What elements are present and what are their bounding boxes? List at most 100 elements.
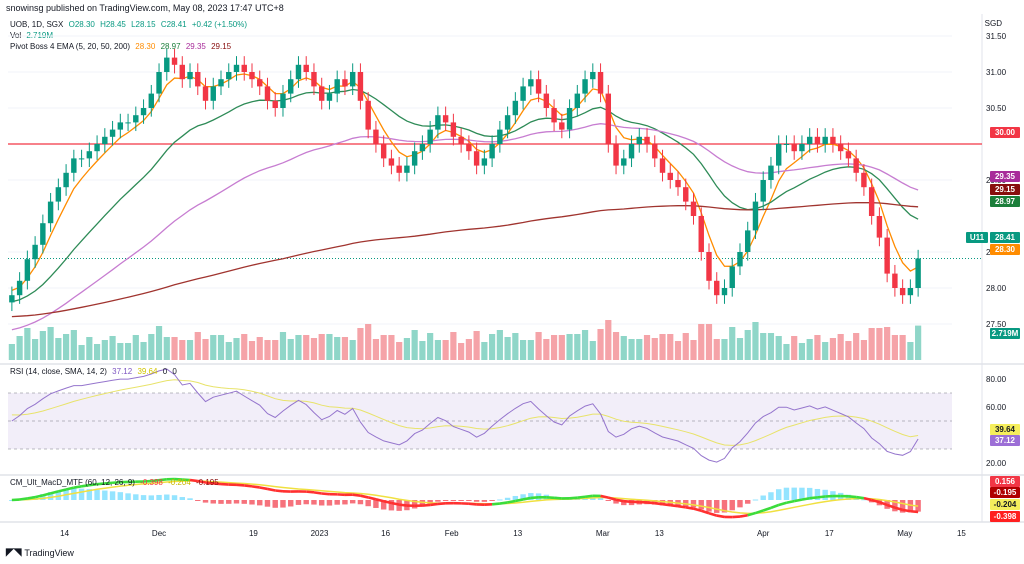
macd-line-segment (391, 501, 400, 506)
macd-histogram-bar (210, 500, 216, 504)
candle-body (868, 187, 875, 216)
symbol-legend[interactable]: UOB, 1D, SGX O28.30 H28.45 L28.15 C28.41… (10, 20, 250, 29)
macd-histogram-bar (78, 488, 85, 500)
macd-label[interactable]: CM_Ult_MacD_MTF (60, 12, 26, 9) (10, 478, 135, 487)
macd-tag: -0.195 (990, 487, 1020, 498)
macd-line-segment (809, 496, 818, 500)
tradingview-brand[interactable]: ◤◥ TradingView (6, 547, 74, 558)
volume-bar (295, 335, 302, 360)
volume-bar (194, 332, 201, 360)
rsi-tick-label: 80.00 (986, 375, 1007, 384)
macd-line-segment (530, 495, 539, 500)
macd-histogram-bar (659, 500, 666, 506)
macd-line-segment (786, 499, 795, 504)
macd-line-segment (81, 483, 90, 488)
candle-body (659, 158, 666, 173)
rsi-band (8, 393, 952, 449)
macd-tag: 0.156 (990, 476, 1020, 487)
volume-bar (140, 342, 147, 360)
macd-line-segment (65, 486, 75, 491)
price-tag: 29.15 (990, 184, 1020, 195)
candle-body (94, 144, 100, 152)
tradingview-logo-icon: ◤◥ (6, 547, 22, 558)
candle-body (737, 252, 743, 267)
macd-line-segment (623, 499, 632, 504)
volume-bar (163, 337, 170, 360)
macd-line-segment (197, 479, 206, 484)
candle-body (574, 93, 581, 108)
macd-line-segment (732, 515, 741, 519)
price-tag: 29.35 (990, 171, 1020, 182)
rsi-extra-2: 0 (172, 367, 177, 376)
macd-line-segment (693, 507, 702, 513)
macd-line-segment (817, 495, 826, 499)
rsi-legend[interactable]: RSI (14, close, SMA, 14, 2) 37.12 39.64 … (10, 367, 180, 376)
volume-bar (473, 331, 480, 360)
time-tick-label: 13 (655, 529, 664, 538)
macd-histogram-bar (349, 500, 356, 504)
candle-body (559, 122, 565, 130)
volume-bar (171, 337, 178, 360)
macd-histogram-bar (156, 494, 162, 500)
candle-body (543, 93, 550, 108)
volume-bar (558, 335, 565, 360)
macd-histogram-bar (226, 500, 232, 504)
macd-histogram-bar (419, 500, 426, 507)
time-tick-label: 13 (513, 529, 522, 538)
macd-histogram-bar (481, 500, 488, 502)
macd-line-segment (739, 513, 748, 518)
macd-line-segment (313, 491, 322, 495)
volume-bar (93, 344, 101, 360)
volume-bar (465, 339, 472, 360)
candle-body (326, 93, 333, 101)
macd-line-segment (499, 501, 508, 505)
candle-body (729, 266, 735, 288)
volume-bar (396, 342, 403, 360)
rsi-value: 37.12 (112, 367, 133, 376)
price-tick-label: 31.50 (986, 32, 1007, 41)
macd-histogram-bar (148, 495, 155, 500)
macd-line-segment (213, 482, 222, 486)
candle-body (907, 288, 914, 296)
macd-line-segment (553, 496, 562, 500)
macd-histogram-bar (775, 489, 782, 500)
ema-legend[interactable]: Pivot Boss 4 EMA (5, 20, 50, 200) 28.30 … (10, 42, 234, 51)
volume-bar (636, 339, 643, 360)
candle-body (156, 72, 162, 94)
volume-bar (62, 334, 70, 360)
macd-histogram-bar (520, 494, 526, 500)
ema-label[interactable]: Pivot Boss 4 EMA (5, 20, 50, 200) (10, 42, 131, 51)
macd-legend[interactable]: CM_Ult_MacD_MTF (60, 12, 26, 9) -0.398 -… (10, 478, 222, 487)
symbol-name[interactable]: UOB, 1D, SGX (10, 20, 64, 29)
ohlc-open: O28.30 (68, 20, 95, 29)
macd-histogram-bar (94, 489, 100, 500)
volume-bar (891, 335, 898, 360)
macd-histogram-bar (489, 500, 495, 501)
candle-body (690, 201, 697, 216)
candle-body (628, 144, 635, 159)
candle-body (257, 79, 263, 87)
time-tick-label: 16 (381, 529, 390, 538)
candle-body (551, 108, 557, 123)
volume-bar (744, 330, 751, 360)
candle-body (226, 72, 232, 80)
candle-body (318, 86, 325, 101)
volume-bar (217, 335, 225, 360)
macd-histogram-bar (737, 500, 743, 508)
macd-histogram-bar (187, 498, 193, 500)
volume-bar (47, 327, 54, 360)
candle-body (334, 79, 340, 94)
time-tick-label: 15 (957, 529, 966, 538)
candle-body (342, 79, 348, 87)
candle-body (597, 72, 604, 94)
candle-body (644, 136, 650, 144)
macd-histogram-bar (140, 495, 147, 500)
macd-line-segment (546, 495, 555, 500)
macd-histogram-bar (473, 500, 480, 502)
macd-histogram-bar (497, 499, 503, 501)
rsi-ma-line (11, 379, 919, 446)
rsi-label[interactable]: RSI (14, close, SMA, 14, 2) (10, 367, 107, 376)
candle-body (295, 64, 302, 80)
candle-body (202, 86, 209, 101)
